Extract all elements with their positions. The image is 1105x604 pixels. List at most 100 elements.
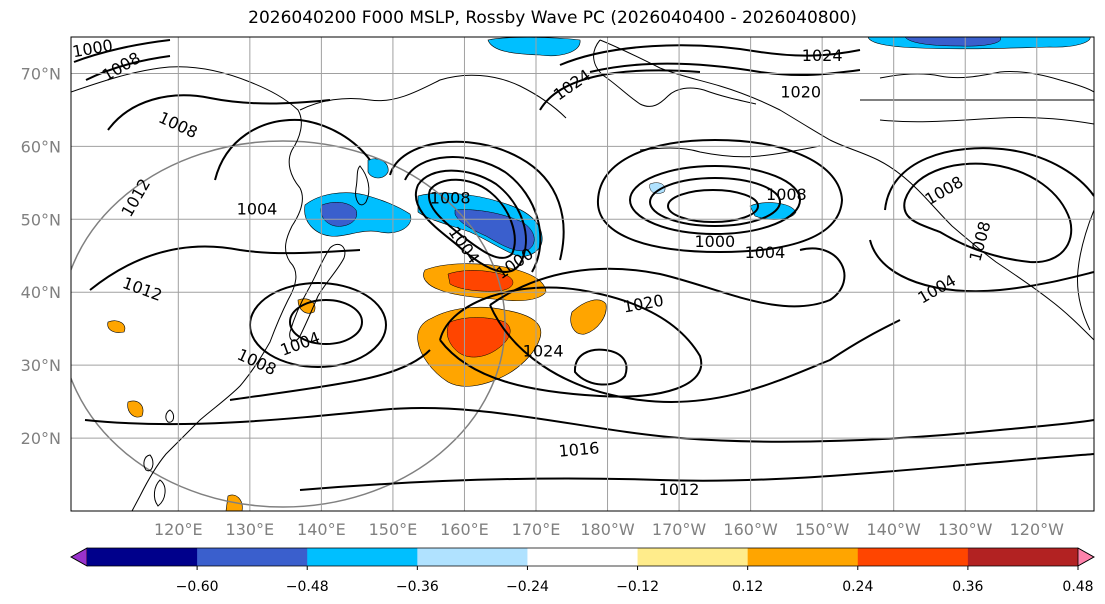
map-frame xyxy=(70,36,1095,512)
chart-title: 2026040200 F000 MSLP, Rossby Wave PC (20… xyxy=(248,8,857,28)
coastline xyxy=(639,145,821,158)
coastline xyxy=(879,71,1094,93)
colorbar-segment xyxy=(87,548,198,566)
colorbar-segment xyxy=(197,548,308,566)
isobar xyxy=(85,55,171,81)
isobar xyxy=(869,239,1094,293)
lon-label: 140°W xyxy=(867,520,922,539)
anomaly-patch xyxy=(904,37,1001,47)
colorbar: −0.60 −0.48 −0.36 −0.24 −0.12 0.12 0.24 0.36 0.4… xyxy=(70,547,1095,595)
colorbar-segment xyxy=(967,548,1079,566)
isobar xyxy=(539,69,701,111)
colorbar-segment xyxy=(857,548,969,566)
isobar xyxy=(415,169,527,273)
isobar-label: 1004 xyxy=(237,199,278,218)
isobar xyxy=(299,453,1094,491)
isobars xyxy=(73,39,1094,491)
colorbar-tick-label: −0.48 xyxy=(286,579,329,595)
isobar xyxy=(427,178,516,259)
colorbar-segment xyxy=(747,548,859,566)
isobar-label: 1000 xyxy=(694,232,735,251)
coastline xyxy=(1077,209,1094,331)
anomaly-patch xyxy=(304,192,412,237)
lat-label: 30°N xyxy=(21,356,61,375)
lon-label: 160°W xyxy=(723,520,778,539)
lon-label: 120°W xyxy=(1010,520,1065,539)
isobar xyxy=(489,247,846,308)
colorbar-extend-high xyxy=(1077,547,1095,567)
lon-label: 180°W xyxy=(580,520,635,539)
isobar xyxy=(289,299,363,345)
coastline xyxy=(860,99,1094,125)
lon-label: 170°W xyxy=(652,520,707,539)
isobar xyxy=(404,156,542,273)
lat-label: 50°N xyxy=(21,210,61,229)
isobar xyxy=(629,165,801,235)
graticule xyxy=(71,37,1094,511)
isobar xyxy=(903,162,1073,264)
map-plot-area xyxy=(71,37,1094,511)
lon-label: 130°E xyxy=(226,520,275,539)
isobar xyxy=(229,349,431,401)
coastline xyxy=(165,409,175,423)
isobar xyxy=(107,94,331,131)
colorbar-extend-low xyxy=(70,547,88,567)
latitude-labels: 70°N 60°N 50°N 40°N 30°N 20°N xyxy=(21,64,61,448)
lat-label: 60°N xyxy=(21,137,61,156)
lon-label: 150°E xyxy=(369,520,418,539)
anomaly-patch xyxy=(320,202,358,227)
isobar xyxy=(89,245,361,291)
lon-label: 150°W xyxy=(795,520,850,539)
lon-label: 140°E xyxy=(297,520,346,539)
isobar-label: 1012 xyxy=(659,480,700,499)
isobar-label: 1020 xyxy=(622,291,665,317)
anomaly-patch xyxy=(649,182,666,194)
isobar xyxy=(884,147,1094,211)
great-circle xyxy=(71,140,506,508)
colorbar-tick-label: −0.60 xyxy=(176,579,219,595)
isobar-label: 1008 xyxy=(430,188,471,207)
isobar-label: 1020 xyxy=(780,83,821,102)
anomaly-patch xyxy=(570,299,607,335)
colorbar-segment xyxy=(417,548,528,566)
isobar-label: 1024 xyxy=(550,65,594,104)
anomaly-patch xyxy=(107,320,126,333)
isobar xyxy=(667,189,759,223)
coastline xyxy=(143,454,154,472)
anomaly-patch xyxy=(127,400,144,418)
coastline xyxy=(289,243,346,342)
colorbar-tick-label: 0.48 xyxy=(1062,579,1093,595)
isobar xyxy=(389,140,565,261)
isobar-label: 1008 xyxy=(922,172,967,209)
lat-label: 40°N xyxy=(21,283,61,302)
coastline xyxy=(299,74,567,119)
lon-label: 160°E xyxy=(440,520,489,539)
colorbar-tick-label: −0.24 xyxy=(506,579,549,595)
isobar-label: 1004 xyxy=(745,243,786,262)
lon-label: 130°W xyxy=(938,520,993,539)
coastline xyxy=(71,66,302,189)
isobar-label: 1008 xyxy=(234,345,279,379)
isobar xyxy=(84,407,1094,443)
coastline xyxy=(131,187,303,511)
lat-label: 70°N xyxy=(21,64,61,83)
coastlines xyxy=(71,39,1094,511)
isobar xyxy=(559,44,861,66)
isobar-label: 1024 xyxy=(802,46,843,65)
coastline xyxy=(153,479,166,507)
isobar xyxy=(573,348,628,386)
isobar xyxy=(214,118,371,181)
colorbar-segment xyxy=(527,548,639,566)
isobar-label: 1008 xyxy=(966,219,995,263)
colorbar-tick-label: 0.36 xyxy=(952,579,983,595)
longitude-labels: 120°E 130°E 140°E 150°E 160°E 170°E 180°W 170°W… xyxy=(154,520,1064,539)
isobar xyxy=(596,138,844,254)
colorbar-segment xyxy=(637,548,749,566)
coastline xyxy=(599,39,1094,341)
anomaly-patch xyxy=(487,37,581,57)
coastline xyxy=(355,165,370,206)
anomaly-patch xyxy=(447,317,511,358)
isobar-label: 1000 xyxy=(71,36,114,62)
